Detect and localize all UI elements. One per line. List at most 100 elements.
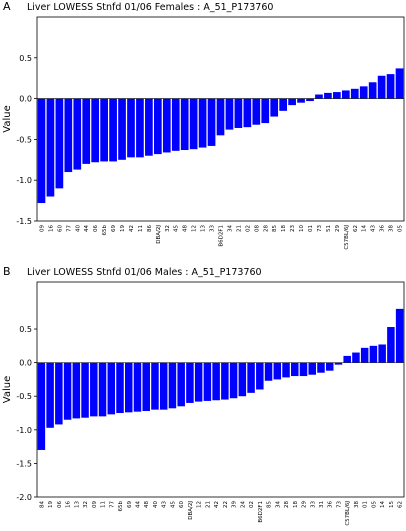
- bar: [352, 352, 360, 363]
- x-tick-label: 38: [389, 225, 395, 232]
- x-tick-label: 51: [326, 225, 332, 232]
- x-tick-label: 06: [93, 225, 99, 232]
- x-tick-label: 18: [293, 501, 299, 508]
- x-tick-label: 05: [398, 225, 404, 232]
- y-tick-label: -2.0: [16, 493, 32, 502]
- x-tick-label: B6D2F1: [219, 225, 225, 247]
- x-tick-label: 16: [66, 501, 72, 508]
- x-tick-label: 85: [272, 225, 278, 232]
- x-tick-label: 36: [380, 225, 386, 232]
- bar: [109, 98, 117, 162]
- bar: [273, 362, 282, 380]
- bar: [159, 362, 168, 410]
- bar: [229, 362, 238, 399]
- bar: [207, 98, 216, 146]
- x-tick-label: 29: [302, 501, 308, 508]
- bar: [55, 362, 63, 425]
- x-tick-label: 36: [328, 501, 334, 508]
- bar: [395, 308, 404, 363]
- x-tick-label: 09: [39, 225, 45, 232]
- y-tick-label: -1.5: [16, 459, 32, 468]
- x-tick-label: 60: [179, 501, 185, 508]
- x-tick-label: 77: [66, 225, 72, 232]
- bar: [306, 98, 314, 102]
- x-tick-label: 15: [389, 501, 395, 508]
- bar: [297, 98, 305, 103]
- x-tick-label: 24: [240, 501, 246, 508]
- bar: [334, 362, 343, 365]
- bar: [124, 362, 133, 413]
- bar: [82, 98, 91, 164]
- bar: [343, 355, 351, 363]
- bar: [73, 98, 82, 170]
- x-tick-label: 33: [210, 225, 216, 232]
- bar: [288, 98, 296, 106]
- x-tick-label: 21: [236, 225, 242, 232]
- bar: [270, 98, 279, 117]
- bar: [63, 362, 72, 420]
- x-tick-label: 84: [39, 501, 45, 508]
- x-tick-label: 34: [227, 225, 233, 232]
- bar: [234, 98, 243, 128]
- x-tick-label: 86: [147, 225, 153, 232]
- x-tick-label: 10: [299, 225, 305, 232]
- x-tick-label: 12: [192, 225, 198, 232]
- x-tick-label: 73: [317, 225, 323, 232]
- x-tick-label: C57BL/6J: [344, 225, 350, 250]
- x-tick-label: 45: [174, 225, 180, 232]
- x-tick-label: 23: [290, 225, 296, 232]
- bar: [315, 94, 323, 99]
- bar: [225, 98, 234, 130]
- bar: [378, 344, 386, 363]
- x-tick-label: 02: [245, 225, 251, 232]
- bar: [46, 362, 54, 428]
- x-tick-label: 62: [353, 225, 359, 232]
- x-tick-label: 28: [284, 501, 290, 508]
- bar: [360, 347, 369, 363]
- bar: [90, 362, 98, 417]
- bar: [247, 362, 255, 393]
- bar: [243, 98, 252, 128]
- x-tick-label: 40: [75, 225, 81, 232]
- x-tick-label: 44: [135, 501, 141, 508]
- bar: [64, 98, 73, 173]
- x-tick-label: 48: [144, 501, 150, 508]
- bar: [256, 362, 264, 390]
- y-tick-label: 0.5: [19, 54, 32, 63]
- x-tick-label: 85: [267, 501, 273, 508]
- x-tick-label: 65b: [118, 501, 124, 512]
- bar: [377, 75, 386, 99]
- bar: [198, 98, 207, 148]
- panel-label: B: [3, 265, 11, 278]
- x-tick-label: 21: [205, 501, 211, 508]
- bar: [180, 98, 189, 151]
- x-tick-label: 19: [120, 225, 126, 232]
- bar: [151, 362, 159, 410]
- x-tick-label: 29: [335, 225, 341, 232]
- bar: [116, 362, 124, 414]
- x-tick-label: 16: [48, 225, 54, 232]
- x-tick-label: 39: [232, 501, 238, 508]
- bar: [189, 98, 198, 150]
- bar: [168, 362, 177, 409]
- bar: [55, 98, 64, 189]
- bar: [133, 362, 142, 412]
- y-tick-label: 0.0: [19, 95, 32, 104]
- bar: [369, 345, 378, 363]
- bar: [107, 362, 116, 415]
- bar: [142, 362, 150, 411]
- x-tick-label: 14: [362, 225, 368, 232]
- bar: [91, 98, 100, 163]
- x-tick-label: 65b: [102, 225, 108, 236]
- plot-frame: [36, 281, 405, 498]
- bar: [37, 362, 46, 450]
- bar: [341, 90, 350, 99]
- bar: [46, 98, 55, 197]
- chart-title: Liver LOWESS Stnfd 01/06 Males : A_51_P1…: [27, 267, 262, 278]
- bar: [81, 362, 89, 418]
- x-tick-label: 34: [275, 501, 281, 508]
- chart: A Liver LOWESS Stnfd 01/06 Females : A_51…: [2, 0, 405, 250]
- bar: [37, 98, 46, 204]
- x-tick-label: 77: [109, 501, 115, 508]
